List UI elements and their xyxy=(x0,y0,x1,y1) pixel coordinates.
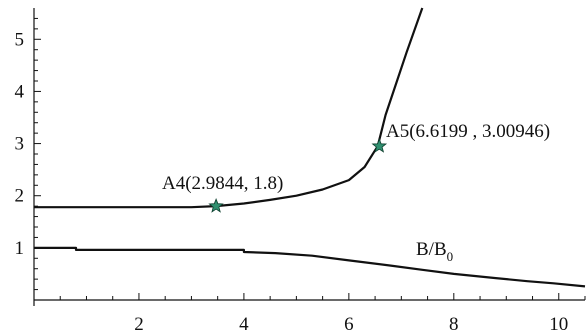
x-tick-label: 2 xyxy=(134,314,144,335)
axes xyxy=(33,8,585,306)
y-tick-label: 2 xyxy=(15,186,25,207)
marker-label-a5: A5(6.6199 , 3.00946) xyxy=(386,121,550,142)
y-tick-label: 5 xyxy=(15,29,25,50)
y-tick-label: 3 xyxy=(15,134,25,155)
labels: A4(2.9844, 1.8) A5(6.6199 , 3.00946) B/B0 xyxy=(162,121,550,264)
star-marker xyxy=(208,198,224,213)
y-tick-label: 4 xyxy=(15,81,25,102)
series-label-b-over-b0: B/B0 xyxy=(416,239,453,264)
x-tick-label: 10 xyxy=(549,314,568,335)
series-line-upper xyxy=(34,7,424,209)
x-tick-label: 6 xyxy=(344,314,354,335)
x-tick-label: 4 xyxy=(239,314,249,335)
series-label-subscript: 0 xyxy=(447,249,454,264)
series-label-main: B/B xyxy=(416,239,447,260)
star-marker xyxy=(371,138,388,153)
series-lines xyxy=(34,7,586,288)
marker-label-a4: A4(2.9844, 1.8) xyxy=(162,173,283,194)
markers xyxy=(208,138,388,213)
y-tick-label: 1 xyxy=(15,238,25,259)
x-tick-label: 8 xyxy=(449,314,459,335)
series-line-b-over-b0 xyxy=(34,246,586,288)
